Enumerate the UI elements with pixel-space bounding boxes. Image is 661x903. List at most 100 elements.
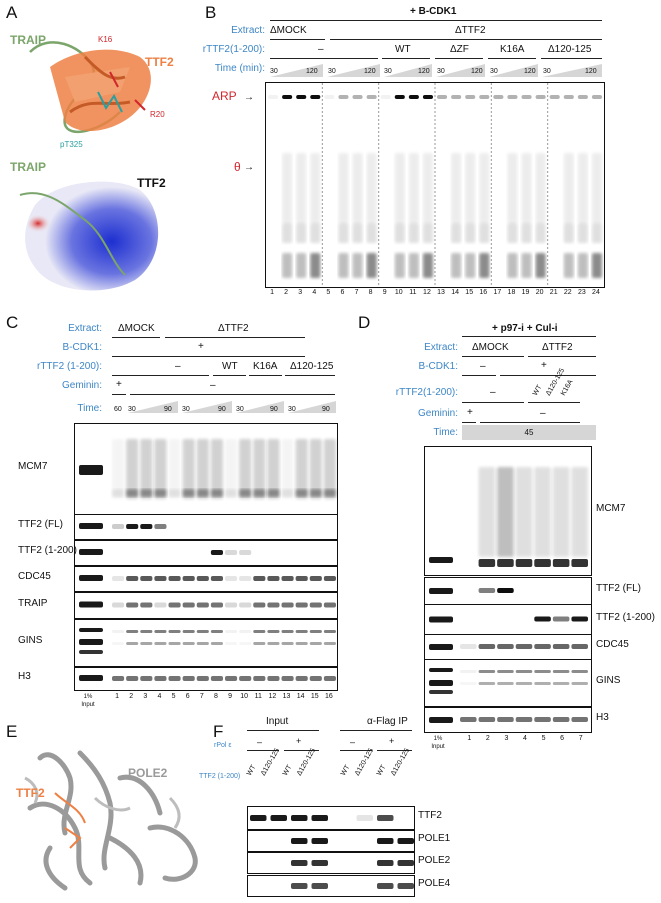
c-time-30-1: 30 — [128, 406, 136, 413]
c-blot-ttf2-fl- — [74, 514, 338, 540]
b-time-start-6: 30 — [543, 68, 551, 75]
f-ip-label: α-Flag IP — [367, 716, 408, 727]
f-ttf2-label: TTF2 (1-200) — [199, 773, 241, 780]
d-time-label: Time: — [433, 427, 458, 438]
f-lane-d120-3: Δ120-125 — [353, 747, 376, 777]
b-rttf2-label: rTTF2(1-200): — [202, 44, 265, 55]
c-time-90-3: 90 — [270, 406, 278, 413]
b-lane-number: 4 — [312, 289, 317, 296]
c-rttf2-d120: Δ120-125 — [290, 361, 334, 372]
d-blot-label: H3 — [596, 712, 609, 723]
c-time-label: Time: — [77, 403, 102, 414]
d-blot-gins — [424, 659, 592, 707]
d-time-bar: 45 — [462, 425, 596, 440]
b-lane-number: 9 — [382, 289, 387, 296]
b-time-start-5: 30 — [490, 68, 498, 75]
b-time-wedges — [270, 62, 602, 78]
f-lane-d120-1: Δ120-125 — [259, 747, 282, 777]
d-bcdk-label: B-CDK1: — [418, 361, 458, 372]
d-time-value: 45 — [524, 428, 534, 437]
d-lane-number: 5 — [541, 735, 546, 742]
b-lane-number: 1 — [270, 289, 274, 296]
c-blot-mcm7 — [74, 423, 338, 515]
e-ttf2-label: TTF2 — [16, 786, 45, 800]
f-blot-label: POLE4 — [418, 878, 451, 889]
f-blot-pole2 — [247, 852, 415, 874]
d-blot-label: TTF2 (FL) — [596, 583, 641, 594]
c-rttf2-wt: WT — [222, 361, 238, 372]
panel-b-label: B — [205, 3, 217, 22]
b-time-label: Time (min): — [214, 63, 265, 74]
b-time-start-1: 30 — [270, 68, 278, 75]
c-lane-number: 7 — [199, 693, 204, 700]
c-time-wedges — [112, 400, 336, 414]
d-blot-ttf2-1-200- — [424, 604, 592, 635]
f-lane-wt-2: WT — [281, 764, 294, 777]
d-blot-label: TTF2 (1-200) — [596, 611, 655, 623]
c-input-label: 1% Input — [81, 694, 95, 708]
c-blot-label: H3 — [18, 671, 31, 682]
f-blot-ttf2 — [247, 806, 415, 830]
panel-e-structure — [10, 738, 205, 898]
d-blot-mcm7 — [424, 446, 592, 576]
b-extract-mock: ΔMOCK — [270, 25, 307, 36]
ttf2-label-bottom: TTF2 — [137, 176, 166, 190]
f-blot-pole1 — [247, 830, 415, 852]
c-time-60: 60 — [114, 406, 122, 413]
d-geminin-label: Geminin: — [417, 408, 458, 419]
c-lane-number: 13 — [282, 693, 291, 700]
f-blot-label: POLE1 — [418, 833, 451, 844]
d-rttf2-k16a: K16A — [559, 378, 575, 397]
c-extract-mock: ΔMOCK — [118, 323, 155, 334]
f-lane-d120-4: Δ120-125 — [389, 747, 412, 777]
f-input-label: Input — [266, 716, 289, 727]
b-lane-number: 16 — [479, 289, 488, 296]
c-geminin-dash: – — [210, 380, 216, 391]
d-extract-mock: ΔMOCK — [472, 342, 509, 353]
c-extract-label: Extract: — [68, 323, 102, 334]
b-lane-number: 8 — [368, 289, 373, 296]
d-blot-label: MCM7 — [596, 503, 626, 514]
b-time-end-1: 120 — [306, 68, 318, 75]
b-lane-number: 23 — [577, 289, 586, 296]
d-lane-number: 7 — [578, 735, 583, 742]
c-lane-number: 15 — [310, 693, 319, 700]
f-rpol-label: rPol ε — [214, 742, 232, 749]
b-lane-number: 13 — [437, 289, 445, 296]
b-lane-number: 21 — [549, 289, 558, 296]
c-extract-ttf2: ΔTTF2 — [218, 323, 249, 334]
panel-a-surface-structure — [15, 165, 175, 300]
f-lane-wt-1: WT — [245, 764, 258, 777]
b-lane-number: 12 — [423, 289, 431, 296]
c-blot-gins — [74, 619, 338, 667]
c-time-30-4: 30 — [288, 406, 296, 413]
c-blot-ttf2-1-200- — [74, 540, 338, 566]
traip-label-top: TRAIP — [10, 33, 46, 47]
c-time-30-3: 30 — [236, 406, 244, 413]
b-rttf2-dash: – — [318, 44, 324, 55]
panel-b-title: + B-CDK1 — [410, 6, 457, 17]
f-rpol-plus-2: + — [389, 736, 395, 746]
c-lane-number: 12 — [268, 693, 277, 700]
c-blot-label: TRAIP — [18, 597, 48, 609]
d-bcdk-plus: + — [541, 360, 547, 371]
c-blot-label: GINS — [18, 635, 43, 646]
c-lane-number: 4 — [157, 693, 162, 700]
b-lane-number: 24 — [592, 289, 600, 296]
c-rttf2-label: rTTF2 (1-200): — [36, 361, 102, 372]
b-rttf2-k16a: K16A — [500, 44, 525, 55]
c-lane-number: 10 — [240, 693, 249, 700]
f-blot-label: TTF2 — [418, 810, 442, 821]
b-lane-number: 19 — [521, 289, 530, 296]
d-lane-number: 4 — [523, 735, 527, 742]
c-blot-cdc45 — [74, 566, 338, 592]
d-blot-ttf2-fl- — [424, 577, 592, 605]
b-rttf2-dzf: ΔZF — [450, 44, 469, 55]
f-blot-pole4 — [247, 875, 415, 897]
d-rttf2-label: rTTF2(1-200): — [395, 387, 458, 398]
d-input-label: 1% Input — [431, 736, 445, 750]
d-blot-label: CDC45 — [596, 639, 629, 650]
f-rpol-minus-2: – — [350, 737, 356, 747]
c-lane-number: 2 — [129, 693, 134, 700]
f-rpol-plus-1: + — [296, 736, 302, 746]
